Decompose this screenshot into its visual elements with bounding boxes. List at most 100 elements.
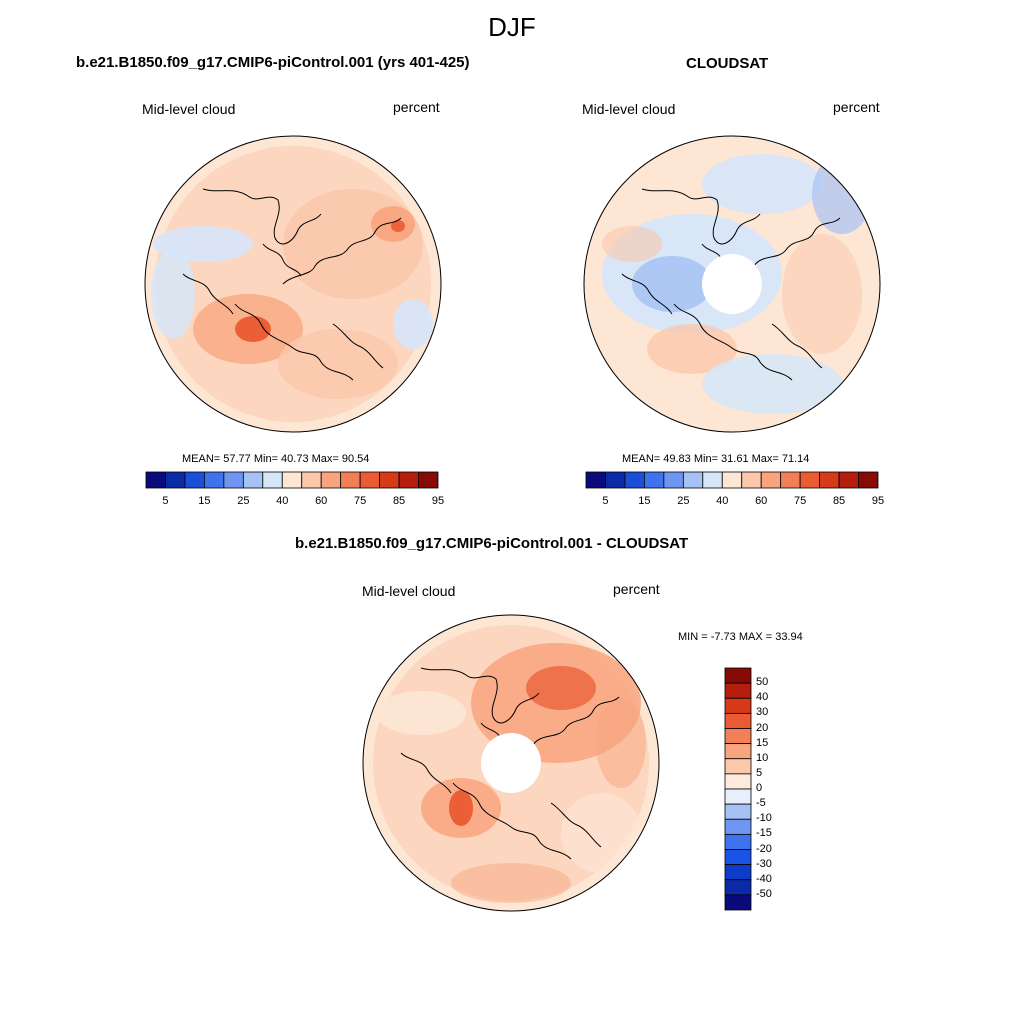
colorbar-tick-label: 5 bbox=[602, 495, 609, 507]
colorbar-swatch bbox=[724, 758, 752, 775]
colorbar-tick-label: -20 bbox=[756, 842, 772, 855]
map-field-patch bbox=[561, 793, 641, 873]
panel3-units-label: percent bbox=[613, 581, 660, 597]
map-field-patch bbox=[647, 324, 737, 374]
colorbar-tick-label: 40 bbox=[276, 495, 289, 507]
colorbar-tick-label: 85 bbox=[392, 495, 406, 507]
colorbar-swatch bbox=[242, 471, 264, 489]
colorbar-tick-label: 15 bbox=[756, 736, 769, 749]
colorbar-tick-label: 60 bbox=[755, 495, 768, 507]
colorbar-swatch bbox=[799, 471, 820, 489]
colorbar-tick-label: 75 bbox=[354, 495, 367, 507]
colorbar-swatch bbox=[780, 471, 801, 489]
colorbar-swatch bbox=[724, 697, 752, 714]
colorbar-swatch bbox=[724, 682, 752, 699]
colorbar-swatch bbox=[320, 471, 342, 489]
map-border bbox=[362, 614, 660, 912]
panel2-stats: MEAN= 49.83 Min= 31.61 Max= 71.14 bbox=[622, 453, 810, 465]
coastline bbox=[282, 217, 402, 285]
colorbar-swatch bbox=[184, 471, 205, 489]
panel3-colorbar bbox=[724, 667, 752, 911]
panel1-colorbar bbox=[145, 471, 439, 489]
colorbar-tick-label: -10 bbox=[756, 812, 772, 825]
colorbar-tick-label: 30 bbox=[756, 706, 769, 719]
panel2-polar-map bbox=[583, 135, 881, 433]
coastline bbox=[641, 188, 761, 245]
colorbar-swatch bbox=[721, 471, 743, 489]
colorbar-tick-label: -40 bbox=[756, 872, 772, 885]
panel1-title: b.e21.B1850.f09_g17.CMIP6-piControl.001 … bbox=[76, 54, 470, 71]
map-field bbox=[584, 136, 880, 432]
panel1-stats: MEAN= 57.77 Min= 40.73 Max= 90.54 bbox=[182, 453, 370, 465]
coastline bbox=[452, 782, 572, 860]
colorbar-tick-label: 15 bbox=[638, 495, 651, 507]
coastline bbox=[182, 273, 234, 315]
map-field-patch bbox=[526, 666, 596, 710]
coastline bbox=[621, 273, 673, 315]
colorbar-swatch bbox=[724, 879, 752, 896]
colorbar-swatch bbox=[760, 471, 782, 489]
colorbar-swatch bbox=[379, 471, 400, 489]
colorbar-tick-label: 10 bbox=[756, 751, 769, 764]
colorbar-tick-label: -50 bbox=[756, 887, 772, 900]
map-field-patch bbox=[702, 154, 822, 214]
colorbar-tick-label: 25 bbox=[677, 495, 690, 507]
colorbar-swatch bbox=[418, 471, 439, 489]
colorbar-swatch bbox=[682, 471, 704, 489]
coastline bbox=[202, 188, 322, 245]
map-field-patch bbox=[451, 863, 571, 903]
colorbar-tick-label: 5 bbox=[756, 766, 763, 779]
map-field-patch bbox=[782, 234, 862, 354]
colorbar-tick-label: -5 bbox=[756, 797, 766, 810]
colorbar-swatch bbox=[819, 471, 840, 489]
colorbar-swatch bbox=[724, 728, 752, 745]
colorbar-swatch bbox=[644, 471, 665, 489]
colorbar-tick-label: 95 bbox=[871, 495, 885, 507]
coastline bbox=[332, 323, 384, 369]
colorbar-swatch bbox=[724, 773, 752, 790]
panel1-colorbar-ticks: 5 15 25 40 60 75 85 95 bbox=[146, 495, 444, 509]
colorbar-swatch bbox=[724, 743, 752, 760]
colorbar-swatch bbox=[724, 712, 752, 729]
panel2-colorbar-ticks: 5 15 25 40 60 75 85 95 bbox=[586, 495, 884, 509]
coastline bbox=[673, 303, 793, 381]
coastline bbox=[400, 752, 452, 794]
map-field-patch bbox=[632, 256, 712, 312]
colorbar-tick-label: 40 bbox=[716, 495, 729, 507]
panel2-colorbar bbox=[585, 471, 879, 489]
colorbar-tick-label: 50 bbox=[756, 676, 769, 689]
map-border bbox=[583, 135, 881, 433]
map-field bbox=[145, 136, 441, 432]
map-field-patch bbox=[596, 698, 646, 788]
polar-data-gap bbox=[702, 254, 762, 314]
coastline bbox=[234, 303, 354, 381]
colorbar-tick-label: 15 bbox=[198, 495, 211, 507]
colorbar-swatch bbox=[724, 667, 752, 684]
colorbar-swatch bbox=[204, 471, 225, 489]
colorbar-swatch bbox=[145, 471, 166, 489]
map-field bbox=[363, 615, 659, 911]
panel1-variable-label: Mid-level cloud bbox=[142, 101, 236, 117]
colorbar-tick-label: -15 bbox=[756, 827, 772, 840]
coastline bbox=[550, 802, 602, 848]
map-field-patch bbox=[702, 354, 842, 414]
panel2-units-label: percent bbox=[833, 99, 880, 115]
colorbar-tick-label: 75 bbox=[794, 495, 807, 507]
map-field-patch bbox=[278, 329, 398, 399]
panel2-title: CLOUDSAT bbox=[686, 55, 769, 72]
colorbar-tick-label: 20 bbox=[756, 721, 769, 734]
colorbar-swatch bbox=[223, 471, 244, 489]
map-field-patch bbox=[602, 226, 662, 262]
polar-data-gap bbox=[481, 733, 541, 793]
map-field-patch bbox=[449, 790, 473, 826]
map-field-patch bbox=[391, 220, 405, 232]
map-field-patch bbox=[393, 299, 433, 349]
colorbar-tick-label: 85 bbox=[832, 495, 846, 507]
colorbar-tick-label: 0 bbox=[756, 782, 763, 794]
colorbar-swatch bbox=[663, 471, 684, 489]
colorbar-swatch bbox=[359, 471, 380, 489]
panel3-stats: MIN = -7.73 MAX = 33.94 bbox=[678, 631, 803, 643]
colorbar-swatch bbox=[585, 471, 606, 489]
colorbar-swatch bbox=[724, 894, 752, 911]
colorbar-swatch bbox=[741, 471, 762, 489]
